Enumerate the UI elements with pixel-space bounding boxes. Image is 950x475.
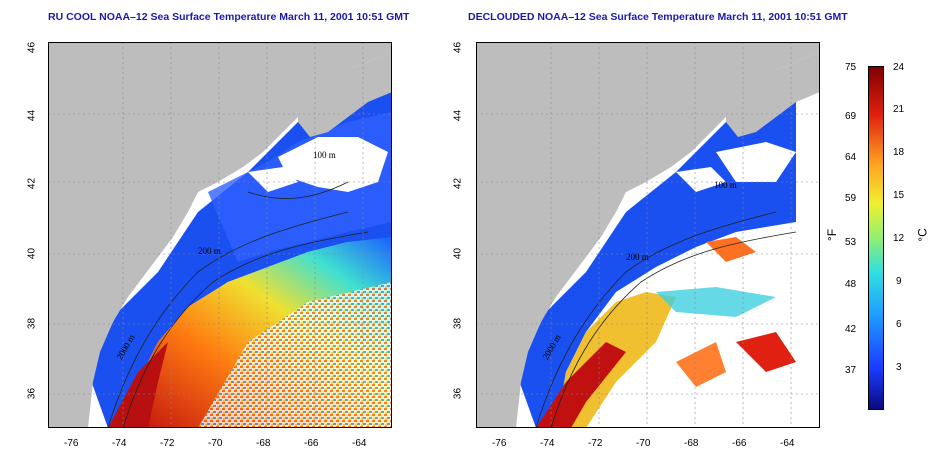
left-map-graphic (48, 42, 392, 428)
left-xtick-68: -68 (256, 438, 271, 449)
left-map-frame (48, 42, 392, 428)
celsius-tick-12: 12 (893, 233, 905, 244)
fahrenheit-tick-59: 59 (845, 193, 857, 204)
celsius-tick-3: 3 (896, 362, 902, 373)
celsius-tick-21: 21 (893, 104, 905, 115)
right-ytick-44: 44 (452, 109, 464, 122)
fahrenheit-tick-42: 42 (845, 324, 857, 335)
left-xtick-74: -74 (112, 438, 127, 449)
left-xtick-76: -76 (64, 438, 79, 449)
celsius-unit-label: °C (915, 228, 930, 242)
fahrenheit-tick-37: 37 (845, 365, 857, 376)
right-xtick-74: -74 (540, 438, 555, 449)
celsius-tick-6: 6 (896, 319, 902, 330)
left-ytick-42: 42 (26, 177, 38, 190)
fahrenheit-tick-48: 48 (845, 279, 857, 290)
left-ytick-46: 46 (26, 41, 38, 54)
left-ytick-44: 44 (26, 109, 38, 122)
left-ytick-38: 38 (26, 317, 38, 330)
right-map-frame (476, 42, 820, 428)
right-map-title: DECLOUDED NOAA–12 Sea Surface Temperatur… (468, 11, 848, 23)
right-ytick-36: 36 (452, 387, 464, 400)
fahrenheit-tick-75: 75 (845, 62, 857, 73)
fahrenheit-unit-label: °F (825, 228, 840, 242)
left-contour-label-100m: 100 m (313, 150, 336, 160)
left-map-title: RU COOL NOAA–12 Sea Surface Temperature … (48, 11, 410, 23)
right-ytick-40: 40 (452, 247, 464, 260)
celsius-tick-18: 18 (893, 147, 905, 158)
left-ytick-40: 40 (26, 247, 38, 260)
right-xtick-76: -76 (492, 438, 507, 449)
left-sst-map: 100 m 200 m 2000 m (48, 42, 392, 428)
right-xtick-72: -72 (588, 438, 603, 449)
right-ytick-46: 46 (452, 41, 464, 54)
celsius-tick-24: 24 (893, 62, 905, 73)
left-contour-label-200m: 200 m (198, 246, 221, 256)
right-map-graphic (476, 42, 820, 428)
temperature-colorbar (868, 66, 884, 410)
left-xtick-72: -72 (160, 438, 175, 449)
left-xtick-64: -64 (352, 438, 367, 449)
right-contour-label-200m: 200 m (626, 252, 649, 262)
right-ytick-42: 42 (452, 177, 464, 190)
celsius-tick-9: 9 (896, 276, 902, 287)
right-contour-label-100m: 100 m (714, 180, 737, 190)
right-xtick-66: -66 (732, 438, 747, 449)
fahrenheit-tick-53: 53 (845, 237, 857, 248)
right-xtick-68: -68 (684, 438, 699, 449)
right-xtick-70: -70 (636, 438, 651, 449)
left-xtick-66: -66 (304, 438, 319, 449)
fahrenheit-tick-69: 69 (845, 111, 857, 122)
right-xtick-64: -64 (780, 438, 795, 449)
celsius-tick-15: 15 (893, 190, 905, 201)
left-ytick-36: 36 (26, 387, 38, 400)
right-sst-map: 100 m 200 m 2000 m (476, 42, 820, 428)
fahrenheit-tick-64: 64 (845, 152, 857, 163)
right-ytick-38: 38 (452, 317, 464, 330)
left-xtick-70: -70 (208, 438, 223, 449)
